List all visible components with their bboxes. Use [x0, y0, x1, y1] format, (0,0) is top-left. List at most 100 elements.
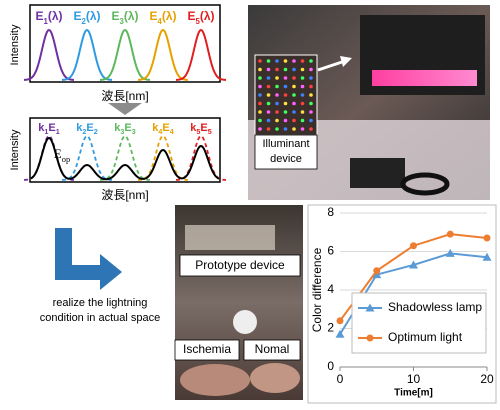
led: [300, 93, 305, 97]
photo-detail: [180, 364, 250, 396]
label-part: E: [111, 9, 119, 23]
photo-label: Nomal: [255, 342, 290, 356]
data-point: [365, 303, 375, 312]
label-box: [174, 339, 240, 361]
label-box: [179, 254, 301, 277]
led: [300, 84, 305, 89]
subscript: 2: [82, 128, 86, 136]
peak-label: k2E2: [76, 122, 97, 136]
led: [283, 76, 288, 80]
label-part: k: [152, 122, 159, 134]
label-part: k: [76, 122, 83, 134]
legend: [351, 292, 487, 354]
data-point: [335, 329, 345, 338]
legend-label: Shadowless lamp: [388, 300, 482, 314]
data-point: [336, 317, 344, 325]
arrow: [317, 60, 343, 72]
led: [258, 101, 262, 106]
led: [309, 93, 313, 97]
photo-detail: [250, 363, 300, 393]
photo-label: Prototype device: [195, 258, 285, 272]
data-point: [410, 242, 417, 250]
led: [300, 76, 305, 80]
l-arrow: [55, 228, 122, 290]
led: [258, 93, 262, 97]
peak-label: E1(λ): [35, 9, 62, 25]
peak-label: k5E5: [190, 122, 211, 136]
data-point: [482, 252, 492, 261]
led: [292, 84, 296, 89]
data-point: [483, 234, 491, 242]
label-part: k: [114, 122, 121, 134]
label-part: E: [200, 122, 207, 134]
led: [258, 110, 262, 114]
label-part: k: [190, 122, 197, 134]
spectrum-curve: [62, 28, 112, 81]
led: [300, 110, 305, 114]
y-tick-label: 6: [327, 244, 334, 258]
subscript: 2: [82, 17, 87, 26]
led: [300, 127, 305, 131]
subscript: 5: [196, 17, 201, 26]
subscript: 4: [170, 128, 174, 136]
subscript: 1: [56, 128, 60, 136]
x-label: Time[m]: [394, 388, 433, 399]
led: [275, 76, 279, 80]
led: [309, 76, 313, 80]
peak-label: E4(λ): [149, 9, 176, 25]
photo-detail: [233, 310, 257, 334]
led: [266, 84, 271, 89]
led: [258, 76, 262, 80]
y-tick-label: 0: [327, 359, 334, 373]
caption: realize the lightning: [53, 297, 148, 309]
sum-curve: [30, 136, 220, 181]
data-point: [446, 230, 454, 238]
subscript: 5: [196, 128, 200, 136]
subscript: 1: [44, 128, 48, 136]
subscript: 2: [94, 128, 98, 136]
peak-label: k3E3: [114, 122, 135, 136]
led: [300, 67, 305, 72]
legend-label: Optimum light: [388, 330, 463, 344]
x-label: 波長[nm]: [101, 188, 148, 202]
led: [300, 101, 305, 106]
label-box: [254, 134, 318, 170]
led: [292, 93, 296, 97]
led: [275, 93, 279, 97]
led: [275, 101, 279, 106]
spectrum-curve: [24, 28, 74, 81]
led: [300, 118, 305, 123]
led: [292, 127, 296, 131]
subscript: 3: [120, 17, 125, 26]
label-part: (λ): [124, 9, 139, 23]
x-tick-label: 0: [337, 372, 344, 386]
label-part: E: [162, 122, 169, 134]
label-part: E: [35, 9, 43, 23]
led: [283, 101, 288, 106]
led: [283, 84, 288, 89]
led: [275, 110, 279, 114]
spectrum-curve: [176, 28, 226, 81]
subscript: 3: [120, 128, 124, 136]
subscript: 1: [44, 17, 49, 26]
label-part: (λ): [162, 9, 177, 23]
led: [275, 67, 279, 72]
label-part: (λ): [200, 9, 215, 23]
photo-label: device: [270, 153, 302, 165]
subscript: 5: [208, 128, 212, 136]
led: [309, 67, 313, 72]
y-label: Intensity: [9, 24, 21, 65]
subscript: 4: [158, 128, 162, 136]
peak-label: E5(λ): [187, 9, 214, 25]
x-tick-label: 10: [407, 372, 421, 386]
down-arrow: [108, 103, 142, 115]
subscript: 4: [158, 17, 163, 26]
label-part: E: [48, 122, 55, 134]
label-part: E: [149, 9, 157, 23]
peak-label: E3(λ): [111, 9, 138, 25]
data-point: [409, 260, 418, 269]
label-part: E: [124, 122, 131, 134]
led: [309, 127, 313, 131]
caption: condition in actual space: [40, 312, 160, 324]
